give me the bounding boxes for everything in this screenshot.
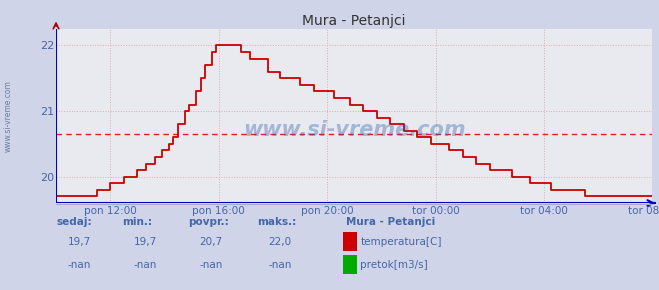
Text: www.si-vreme.com: www.si-vreme.com [243,120,465,140]
Title: Mura - Petanjci: Mura - Petanjci [302,14,406,28]
Text: maks.:: maks.: [257,217,297,227]
Text: Mura - Petanjci: Mura - Petanjci [346,217,435,227]
Text: -nan: -nan [268,260,292,270]
Text: 19,7: 19,7 [133,237,157,247]
Text: -nan: -nan [199,260,223,270]
Text: www.si-vreme.com: www.si-vreme.com [3,80,13,152]
Text: -nan: -nan [133,260,157,270]
Text: povpr.:: povpr.: [188,217,229,227]
Text: pretok[m3/s]: pretok[m3/s] [360,260,428,270]
Text: 22,0: 22,0 [268,237,292,247]
Text: 19,7: 19,7 [67,237,91,247]
Text: min.:: min.: [122,217,152,227]
Text: temperatura[C]: temperatura[C] [360,237,442,247]
Text: 20,7: 20,7 [199,237,223,247]
Text: sedaj:: sedaj: [56,217,92,227]
Text: -nan: -nan [67,260,91,270]
